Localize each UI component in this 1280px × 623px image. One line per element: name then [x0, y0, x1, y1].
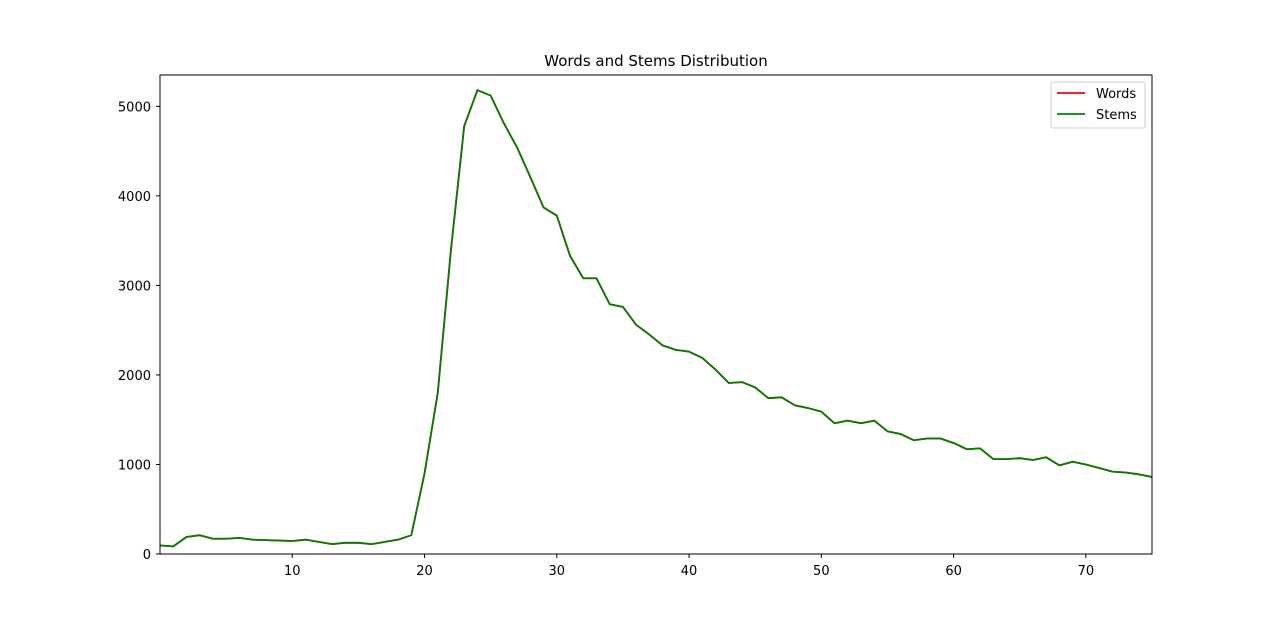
y-axis: 0 1000 2000 3000 4000 5000: [118, 100, 160, 563]
legend-label-words: Words: [1096, 87, 1136, 102]
lines-layer: [159, 89, 1153, 548]
y-tick-label: 0: [143, 548, 151, 563]
x-tick-label: 10: [284, 564, 301, 579]
axes-background: [160, 75, 1152, 554]
x-tick-label: 20: [416, 564, 433, 579]
x-tick-label: 70: [1078, 564, 1095, 579]
legend-label-stems: Stems: [1096, 108, 1137, 123]
y-tick-label: 5000: [118, 100, 151, 115]
x-tick-label: 30: [549, 564, 566, 579]
series-line-stems: [159, 89, 1153, 548]
y-tick-label: 2000: [118, 369, 151, 384]
axes-frame: [159, 74, 1153, 555]
x-tick-label: 40: [681, 564, 698, 579]
chart-title: Words and Stems Distribution: [544, 52, 767, 70]
y-tick-label: 4000: [118, 190, 151, 205]
x-axis: 10 20 30 40 50 60 70: [284, 554, 1094, 579]
y-tick-label: 3000: [118, 279, 151, 294]
legend: Words Stems: [1050, 81, 1146, 129]
x-tick-label: 60: [945, 564, 962, 579]
plot-area: [159, 74, 1153, 555]
x-tick-label: 50: [813, 564, 830, 579]
y-tick-label: 1000: [118, 458, 151, 473]
